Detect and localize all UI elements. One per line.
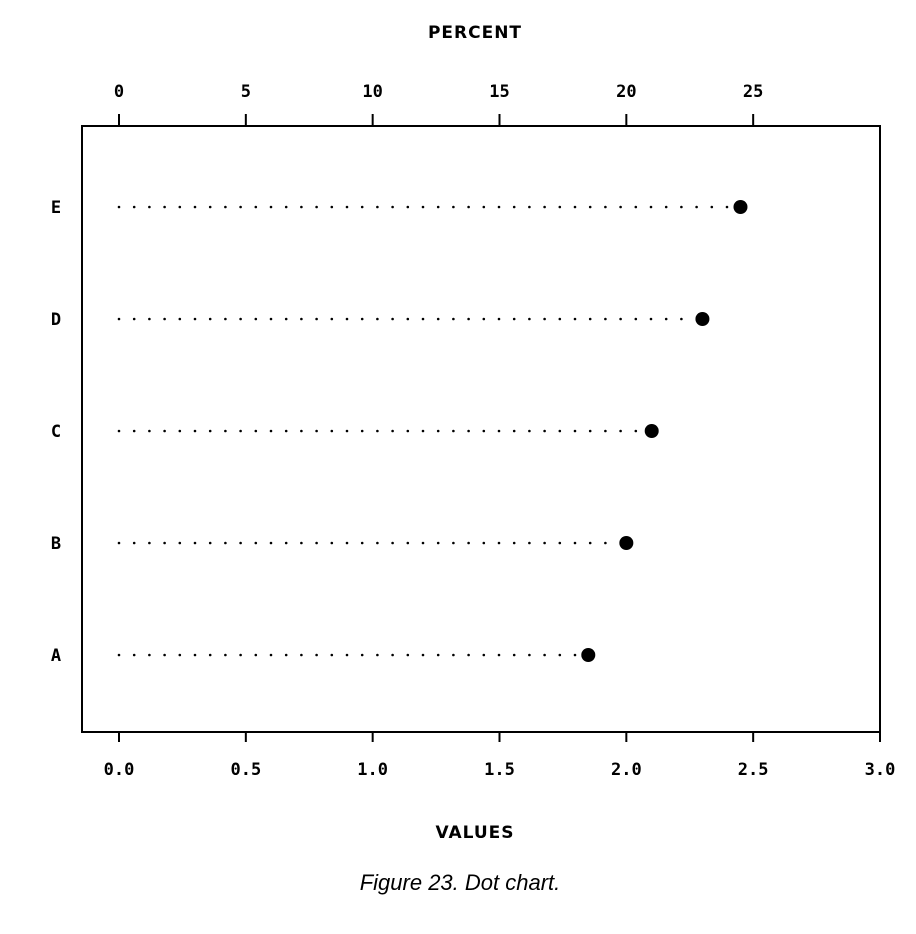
category-label: C	[51, 422, 61, 442]
figure-caption: Figure 23. Dot chart.	[360, 870, 561, 895]
plot-frame	[81, 125, 881, 733]
top-axis-title: PERCENT	[428, 23, 522, 43]
top-tick-label: 10	[362, 82, 382, 102]
top-axis: 0 5 10 15 20 25	[114, 82, 763, 126]
bottom-tick-label: 1.5	[484, 760, 515, 780]
bottom-tick-label: 3.0	[865, 760, 896, 780]
top-tick-label: 5	[241, 82, 251, 102]
bottom-tick-label: 2.0	[611, 760, 642, 780]
bottom-tick-label: 1.0	[357, 760, 388, 780]
top-tick-label: 20	[616, 82, 636, 102]
top-tick-label: 25	[743, 82, 763, 102]
bottom-axis-title: VALUES	[435, 823, 514, 843]
bottom-axis: 0.0 0.5 1.0 1.5 2.0 2.5 3.0	[104, 732, 896, 780]
top-tick-label: 0	[114, 82, 124, 102]
category-label: E	[51, 198, 61, 218]
top-tick-label: 15	[489, 82, 509, 102]
category-label: D	[51, 310, 61, 330]
data-point	[581, 648, 596, 662]
category-axis: A B C D E	[51, 198, 61, 666]
bottom-tick-label: 2.5	[738, 760, 769, 780]
category-label: A	[51, 646, 61, 666]
category-label: B	[51, 534, 61, 554]
data-point	[619, 536, 634, 550]
bottom-tick-label: 0.0	[104, 760, 135, 780]
data-point	[695, 312, 710, 326]
data-marks	[117, 200, 748, 662]
data-point	[644, 424, 659, 438]
data-point	[733, 200, 748, 214]
bottom-tick-label: 0.5	[230, 760, 261, 780]
